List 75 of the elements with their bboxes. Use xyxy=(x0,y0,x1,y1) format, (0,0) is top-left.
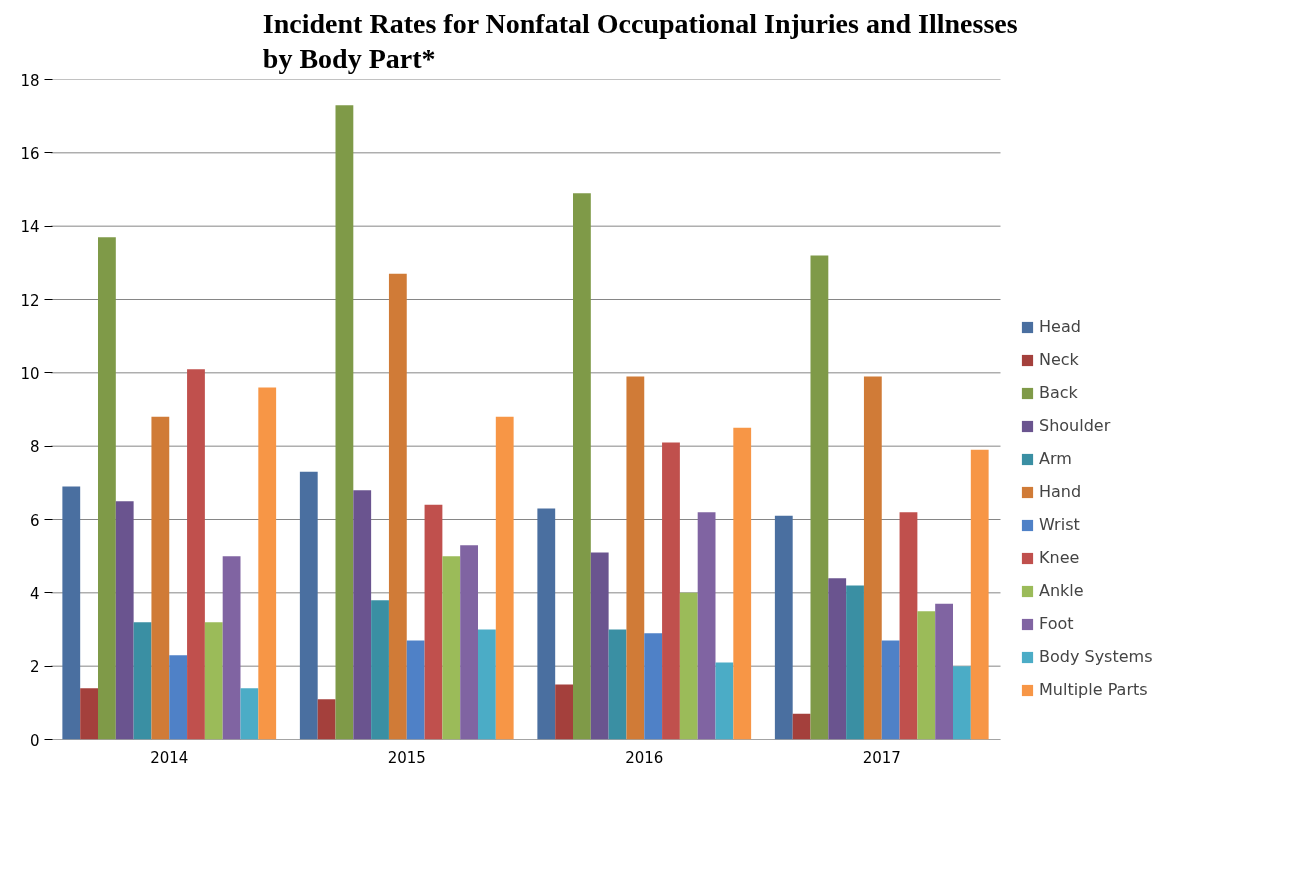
bar xyxy=(62,486,81,740)
bar xyxy=(537,508,556,740)
y-tick-label: 14 xyxy=(20,218,40,237)
bar xyxy=(98,237,116,740)
bar xyxy=(406,640,425,740)
bar xyxy=(495,416,514,740)
bar xyxy=(222,556,241,740)
bar xyxy=(626,376,645,740)
x-tick-label: 2016 xyxy=(625,748,664,767)
y-tick-label: 12 xyxy=(20,291,40,310)
bar xyxy=(953,666,971,740)
y-tick-label: 18 xyxy=(20,71,40,90)
bar xyxy=(258,387,277,740)
bar xyxy=(697,512,716,740)
bar xyxy=(299,471,318,740)
y-tick-label: 6 xyxy=(29,511,40,530)
bar xyxy=(151,416,170,740)
legend-label: Wrist xyxy=(1039,515,1080,534)
bar xyxy=(679,592,698,740)
bar xyxy=(899,512,918,740)
bar xyxy=(970,449,989,740)
bar xyxy=(133,622,152,740)
legend-label: Neck xyxy=(1039,350,1079,369)
bar xyxy=(478,629,496,740)
x-tick-label: 2015 xyxy=(387,748,426,767)
bar xyxy=(204,622,223,740)
y-tick-label: 2 xyxy=(29,658,40,677)
bar xyxy=(810,255,829,740)
bar xyxy=(460,545,478,740)
y-tick-label: 4 xyxy=(29,584,40,603)
bar xyxy=(353,490,372,740)
bar xyxy=(608,629,627,740)
x-tick-label: 2014 xyxy=(150,748,189,767)
bar xyxy=(733,427,752,740)
bar xyxy=(792,713,811,740)
bar xyxy=(240,688,259,740)
bar xyxy=(80,688,98,740)
bar xyxy=(863,376,882,740)
bar xyxy=(846,585,864,740)
chart-title: Incident Rates for Nonfatal Occupational Injuries and Illnesses by Body Part* xyxy=(262,7,1018,75)
bar xyxy=(169,655,188,740)
bar xyxy=(828,578,847,740)
bar xyxy=(917,611,936,740)
y-tick-label: 8 xyxy=(29,438,40,457)
legend-label: Shoulder xyxy=(1039,416,1111,435)
legend-label: Body Systems xyxy=(1039,647,1153,666)
bar xyxy=(715,662,734,740)
bar xyxy=(115,501,134,740)
legend-label: Arm xyxy=(1039,449,1072,468)
bar xyxy=(442,556,461,740)
bar xyxy=(774,515,793,740)
y-tick-label: 10 xyxy=(20,364,40,383)
bar xyxy=(317,699,336,740)
bar xyxy=(424,504,443,740)
legend-label: Head xyxy=(1039,317,1081,336)
bar xyxy=(644,633,663,740)
bar xyxy=(590,552,609,740)
bar xyxy=(187,369,205,740)
legend-label: Hand xyxy=(1039,482,1082,501)
bar xyxy=(881,640,900,740)
legend-label: Multiple Parts xyxy=(1039,680,1148,699)
bar xyxy=(573,193,591,740)
legend-label: Knee xyxy=(1039,548,1080,567)
legend-label: Ankle xyxy=(1039,581,1084,600)
bar xyxy=(371,600,389,740)
bar xyxy=(555,684,573,740)
y-tick-label: 0 xyxy=(29,731,40,750)
bar xyxy=(935,603,953,740)
bar xyxy=(335,105,354,740)
x-tick-label: 2017 xyxy=(862,748,901,767)
legend-label: Back xyxy=(1039,383,1078,402)
bar xyxy=(662,442,680,740)
y-tick-label: 16 xyxy=(20,144,40,163)
bar xyxy=(388,273,407,740)
legend-label: Foot xyxy=(1039,614,1074,633)
